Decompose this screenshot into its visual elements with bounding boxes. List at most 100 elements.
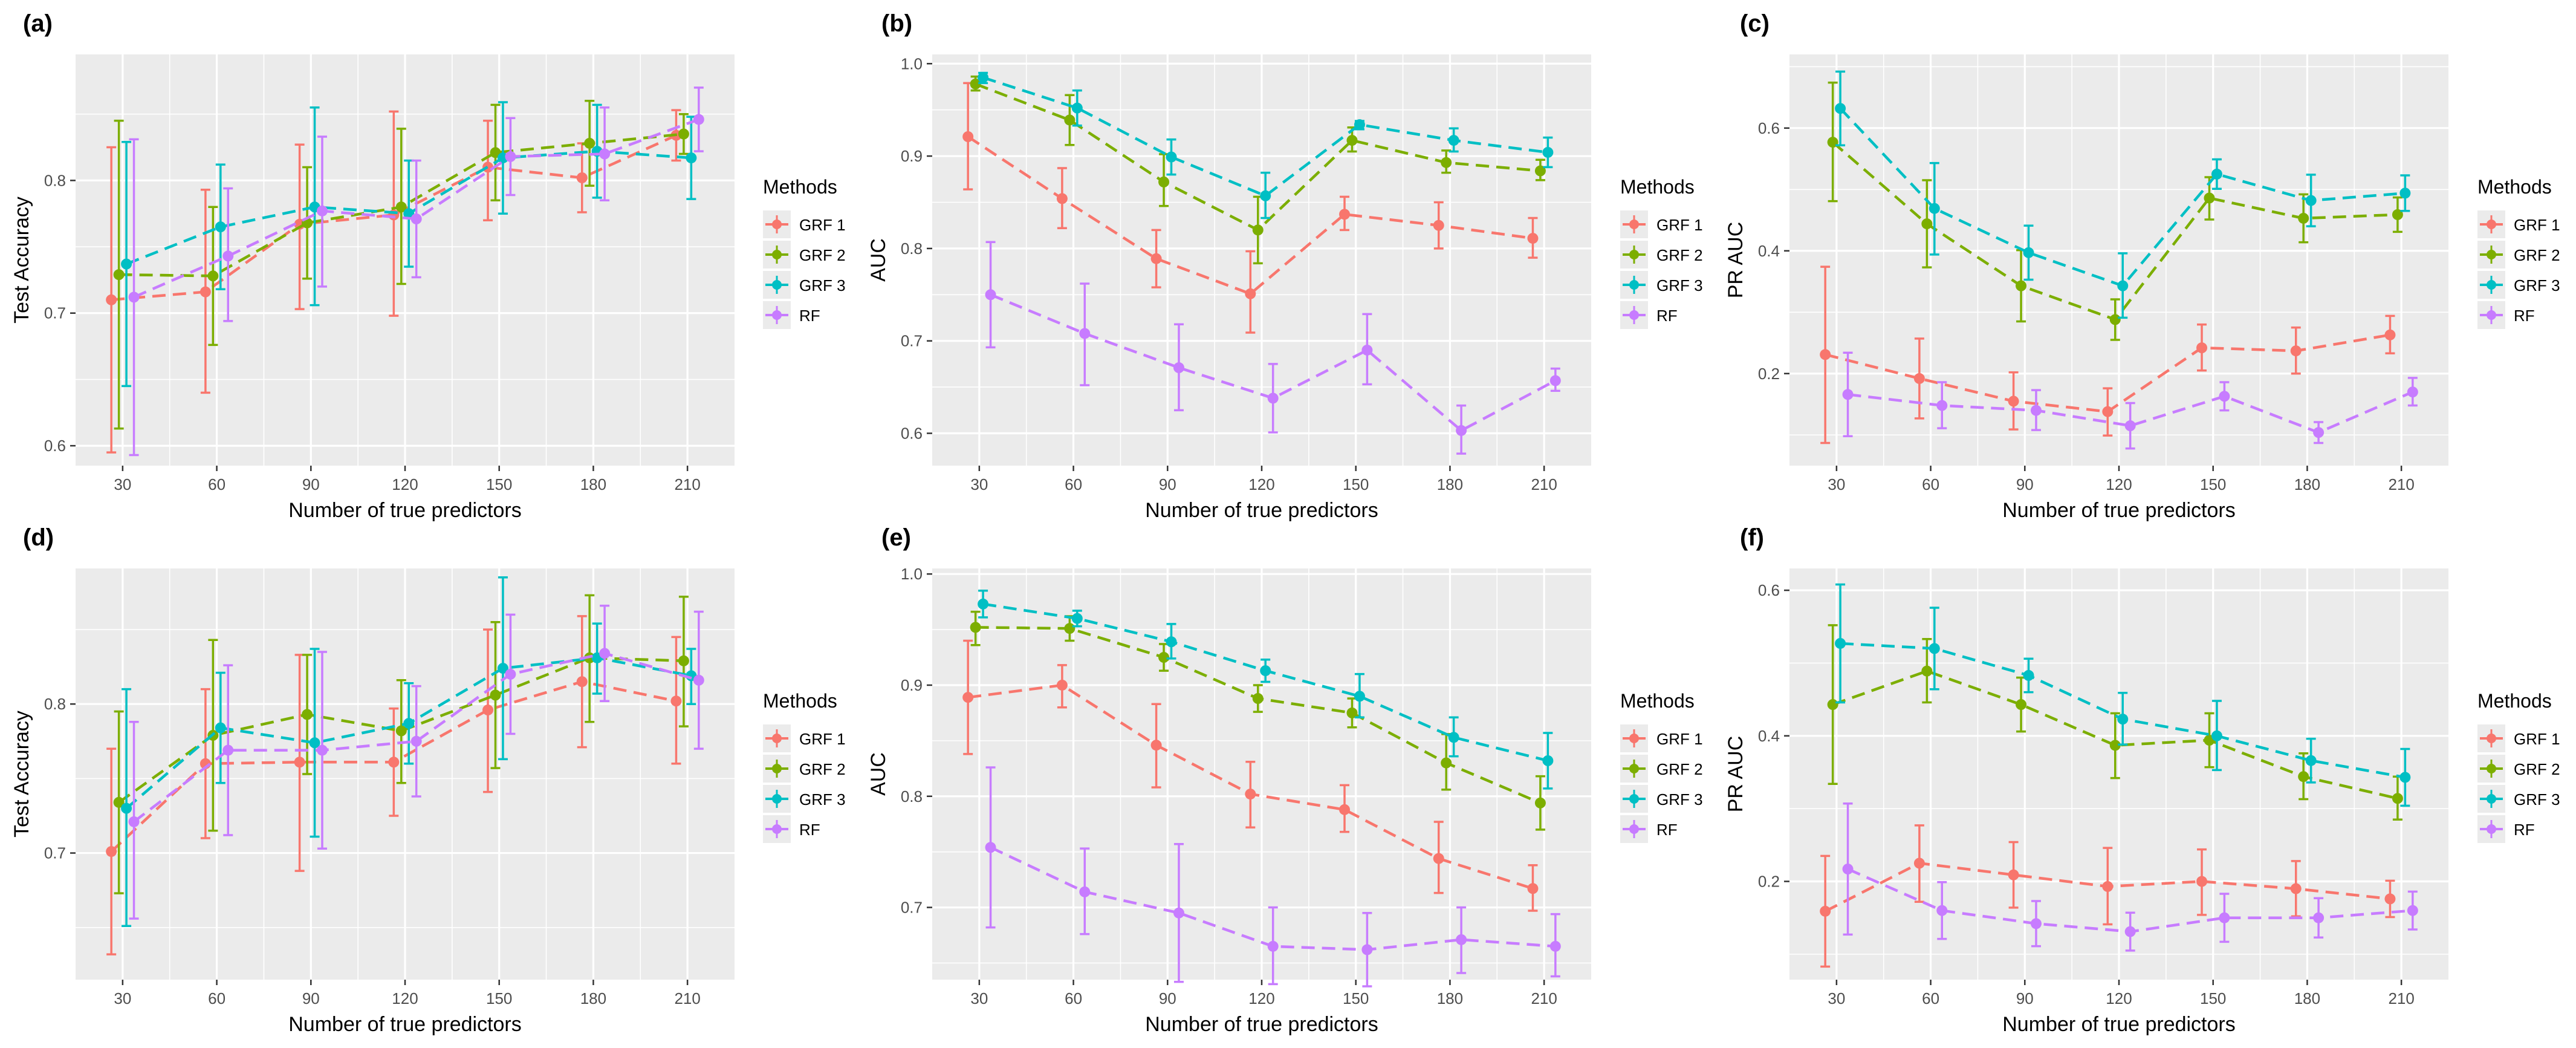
legend: Methods GRF 1 GRF 2 GRF 3 RF [2477,690,2560,843]
x-tick-label: 60 [208,475,225,493]
data-point [2008,869,2019,880]
data-point [2023,247,2034,258]
data-point [2399,187,2411,199]
x-tick-label: 60 [1922,989,1939,1007]
legend-item: GRF 1 [2477,724,2560,752]
y-axis-title: Test Accuracy [10,197,33,324]
data-point [2407,905,2418,916]
data-point [1056,193,1068,204]
data-point [1267,392,1279,404]
legend-key-point [2487,250,2496,259]
data-point [106,294,117,305]
series-grf-2 [970,75,1546,265]
data-point [222,250,234,262]
data-point [2313,427,2325,438]
legend-key-point [772,280,782,290]
x-tick-label: 60 [1922,475,1939,493]
x-tick-label: 90 [2016,475,2034,493]
data-point [1173,362,1184,374]
data-point [316,205,328,216]
data-point [962,131,974,142]
x-tick-label: 120 [392,475,418,493]
legend-key-point [772,764,782,773]
x-tick-label: 90 [302,989,320,1007]
series-grf-1 [1820,824,2396,968]
data-point [222,744,234,756]
data-point [2016,280,2027,291]
legend-label: GRF 2 [2514,760,2560,778]
data-point [2219,912,2230,923]
legend-item: GRF 3 [1620,271,1703,299]
x-axis-title: Number of true predictors [2002,1013,2236,1036]
legend-title: Methods [1620,690,1695,712]
data-point [1936,400,1948,411]
data-point [1549,375,1561,386]
data-point [1071,613,1083,624]
legend-label: GRF 2 [1656,760,1703,778]
data-point [970,78,981,90]
legend-item: RF [1620,301,1678,329]
series-rf [985,241,1561,455]
x-tick-label: 60 [1065,475,1082,493]
legend-label: RF [2514,821,2535,839]
data-point [1433,220,1444,231]
data-point [985,842,996,853]
data-point [1835,103,1846,114]
data-point [962,692,974,703]
legend-label: GRF 3 [1656,276,1703,295]
series-rf [128,604,704,920]
data-point [678,655,689,666]
data-point [1339,804,1351,815]
data-point [978,72,989,83]
x-tick-label: 210 [2388,989,2414,1007]
data-point [2305,195,2317,206]
legend-item: GRF 2 [1620,755,1703,783]
data-point [1064,114,1075,126]
panel-label: (a) [23,10,53,37]
data-point [1150,740,1162,751]
series-rf [128,86,704,457]
data-point [1158,652,1170,663]
data-point [113,796,125,808]
series-rf [985,766,1561,988]
legend-label: GRF 1 [1656,730,1703,748]
data-point [113,269,125,281]
data-point [1921,218,1933,230]
data-point [1166,636,1177,648]
data-point [1260,665,1271,677]
legend-title: Methods [2477,690,2552,712]
y-axis-title: PR AUC [1724,736,1747,813]
legend-item: GRF 3 [2477,271,2560,299]
x-tick-label: 210 [1531,475,1557,493]
x-tick-label: 120 [2106,989,2132,1007]
data-point [1936,905,1948,916]
data-point [599,148,611,160]
x-axis-title: Number of true predictors [1145,499,1378,522]
legend-label: GRF 2 [799,246,846,264]
x-tick-label: 150 [486,989,512,1007]
data-point [1158,176,1170,187]
panel-a: 0.6 0.7 0.8 30 60 90 120 150 180 210 Number of tru… [10,10,846,522]
data-point [403,718,415,729]
data-point [106,846,117,858]
x-tick-label: 180 [580,475,606,493]
data-point [294,757,305,768]
y-tick-label: 1.0 [901,54,923,73]
x-tick-label: 90 [1159,475,1176,493]
data-point [1542,755,1554,766]
legend-key-point [2487,280,2496,290]
legend-key-point [772,250,782,259]
legend-label: GRF 1 [2514,730,2560,748]
legend-key-point [1629,220,1639,229]
y-tick-label: 0.7 [901,899,923,917]
x-tick-label: 30 [114,475,131,493]
y-tick-label: 0.7 [44,844,66,862]
data-point [2102,406,2114,417]
x-tick-label: 150 [2200,475,2226,493]
legend-item: GRF 2 [1620,241,1703,269]
legend-label: RF [2514,307,2535,325]
data-point [505,668,516,680]
series-grf-2 [970,610,1546,831]
legend-key-point [1629,310,1639,320]
x-tick-label: 30 [970,475,988,493]
